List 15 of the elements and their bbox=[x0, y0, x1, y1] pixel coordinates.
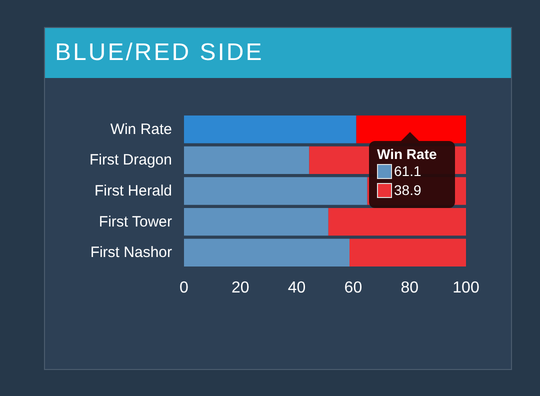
x-tick-label: 40 bbox=[288, 280, 306, 296]
chart-title: BLUE/RED SIDE bbox=[45, 28, 511, 78]
x-tick-label: 60 bbox=[344, 280, 362, 296]
x-tick-label: 0 bbox=[180, 280, 189, 296]
x-tick-label: 80 bbox=[400, 280, 419, 296]
y-tick-label: First Nashor bbox=[90, 244, 172, 262]
x-tick-label: 100 bbox=[452, 280, 480, 296]
annotation: 38.9 bbox=[394, 181, 422, 200]
annotation: 61.1 bbox=[394, 162, 422, 181]
x-tick-label: 20 bbox=[232, 280, 250, 296]
y-tick-label: First Dragon bbox=[89, 152, 172, 169]
y-tick-label: First Tower bbox=[98, 213, 172, 230]
annotation: Win Rate bbox=[377, 146, 438, 162]
y-tick-label: First Herald bbox=[94, 182, 172, 200]
y-tick-label: Win Rate bbox=[110, 120, 172, 138]
